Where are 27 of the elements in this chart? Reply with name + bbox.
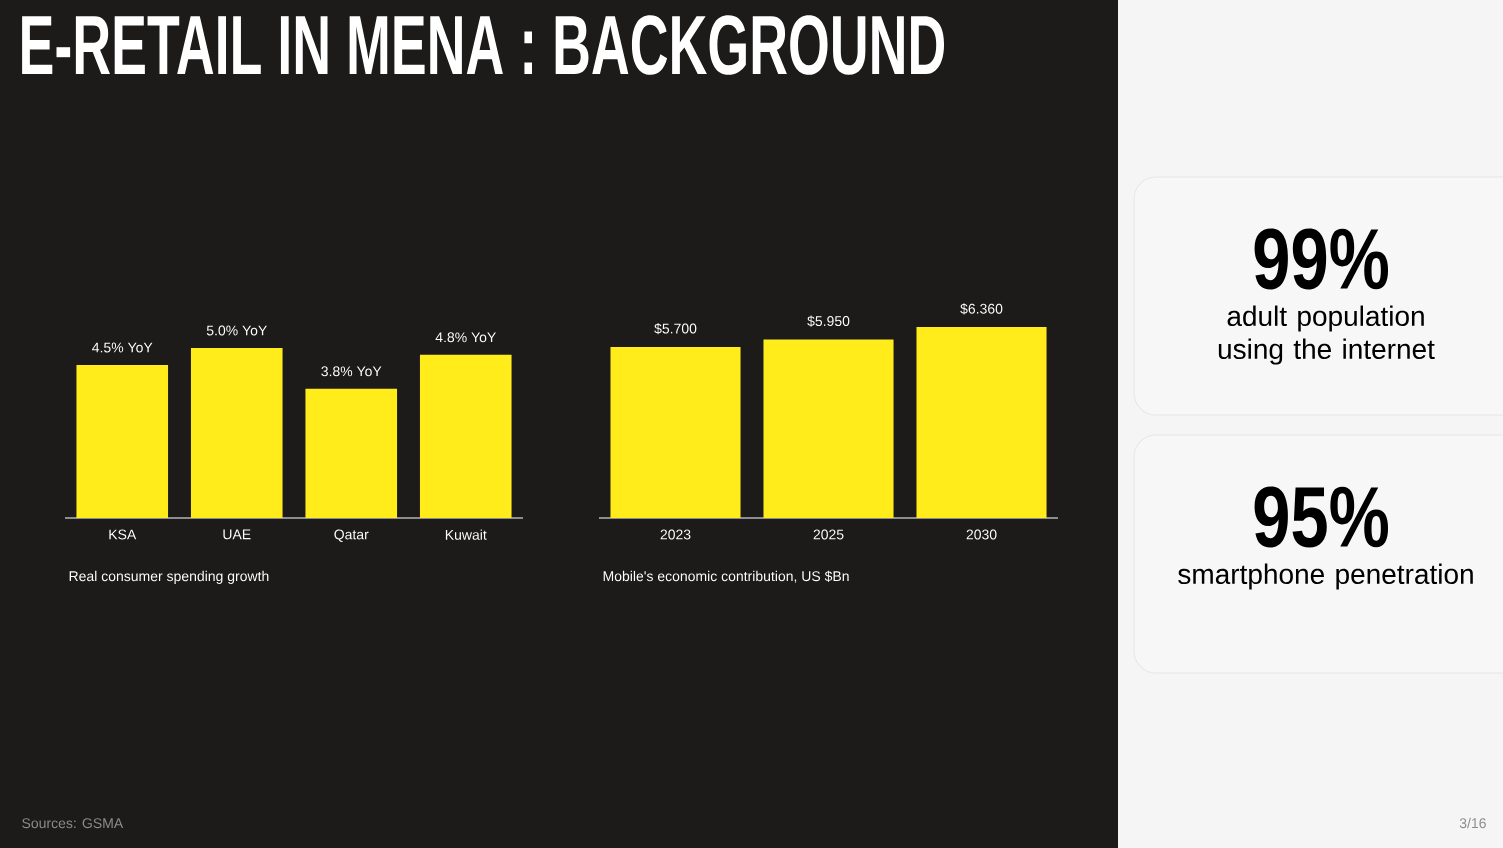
data-label: $5.950: [807, 315, 850, 327]
x-tick-label: 2025: [813, 529, 844, 540]
chart-title: E-RETAIL IN MENA : BACKGROUND: [22, 15, 945, 75]
x-tick-label: 2023: [660, 529, 691, 540]
bar: [305, 388, 398, 518]
data-label: 3.8% YoY: [321, 366, 382, 377]
bar: [190, 347, 283, 518]
x-tick-label: 2030: [966, 529, 997, 540]
source-note: Sources: GSMA: [22, 818, 124, 829]
x-tick-label: UAE: [223, 529, 251, 540]
data-label: $6.360: [960, 303, 1003, 315]
text: 95%: [1254, 486, 1389, 548]
x-axis-title: Real consumer spending growth: [69, 570, 269, 584]
text: adult population using the internet: [1218, 305, 1435, 365]
data-label: 4.5% YoY: [92, 342, 153, 353]
text: smartphone penetration: [1178, 563, 1473, 590]
text: 99%: [1254, 228, 1389, 290]
data-label: $5.700: [654, 323, 697, 335]
x-tick-label: KSA: [109, 529, 137, 540]
data-label: 4.8% YoY: [435, 332, 496, 343]
bar: [76, 364, 169, 518]
x-tick-label: Qatar: [334, 529, 369, 542]
x-axis-title: Mobile's economic contribution, US $Bn: [603, 570, 849, 583]
data-label: 5.0% YoY: [206, 325, 267, 336]
text: 3/16: [1459, 817, 1486, 829]
bar: [419, 354, 512, 518]
x-tick-label: Kuwait: [445, 529, 487, 540]
